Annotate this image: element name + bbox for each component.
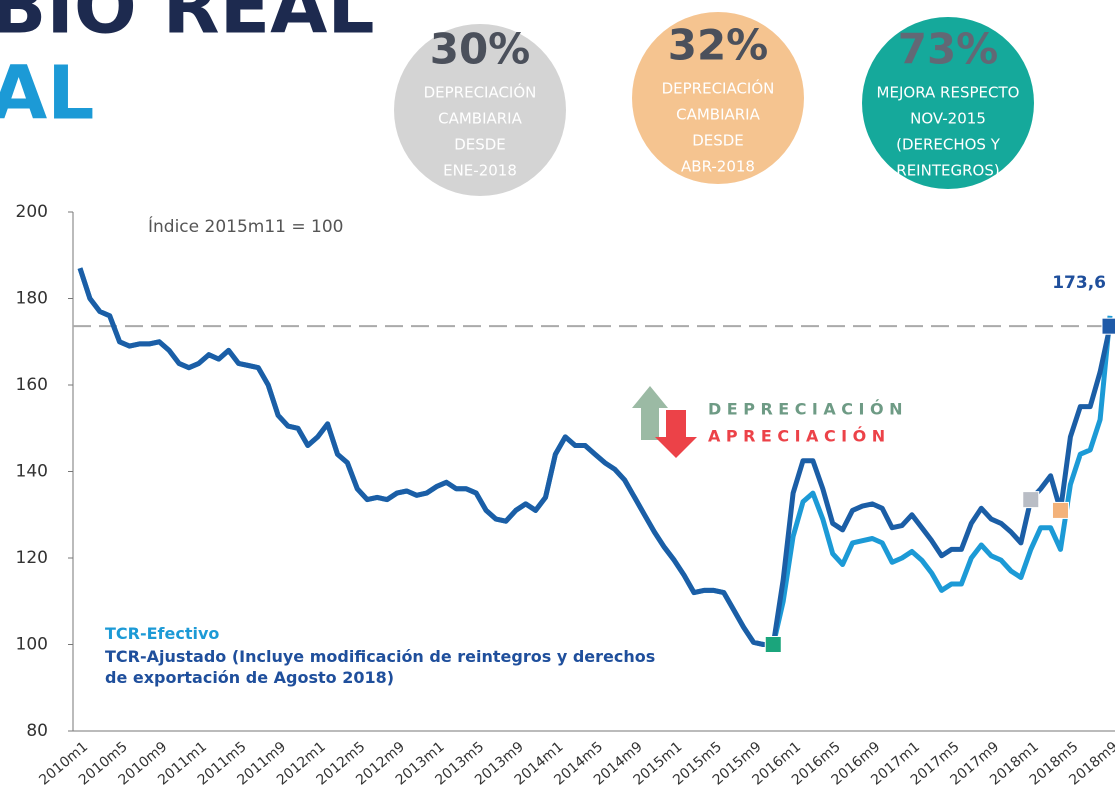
bubble-text: MEJORA RESPECTO — [877, 84, 1020, 102]
bubble — [632, 12, 804, 184]
bubble-percent: 30% — [430, 25, 531, 74]
bubble-text: CAMBIARIA — [438, 110, 522, 128]
bubble-text: ENE-2018 — [443, 162, 517, 180]
legend-entry: TCR-Ajustado (Incluye modificación de re… — [105, 647, 656, 687]
bubble-text: DEPRECIACIÓN — [662, 79, 775, 98]
down-arrow — [655, 410, 697, 458]
up-arrow — [632, 386, 668, 440]
title-line: BIO REAL — [0, 0, 375, 51]
series-line — [77, 267, 1113, 647]
point-marker — [1051, 501, 1069, 519]
y-tick-label: 160 — [16, 375, 48, 395]
y-tick-label: 200 — [16, 202, 48, 222]
bubble-percent: 73% — [898, 25, 999, 74]
y-tick-label: 120 — [16, 548, 48, 568]
bubble — [862, 17, 1034, 189]
bubble-text: DEPRECIACIÓN — [424, 83, 537, 102]
y-tick-label: 140 — [16, 462, 48, 482]
depreciation-label: DEPRECIACIÓN — [708, 400, 908, 419]
title-line: AL — [0, 51, 94, 137]
legend-entry: TCR-Efectivo — [105, 624, 220, 643]
bubble-text: NOV-2015 — [910, 110, 986, 128]
appreciation-label: APRECIACIÓN — [708, 427, 891, 446]
bubble-text: REINTEGROS) — [896, 162, 999, 180]
y-tick-label: 100 — [16, 635, 48, 655]
bubble-percent: 32% — [668, 21, 769, 70]
bubble-text: (DERECHOS Y — [896, 136, 1001, 154]
point-marker — [1022, 491, 1040, 509]
bubble-text: CAMBIARIA — [676, 106, 760, 124]
y-tick-label: 180 — [16, 289, 48, 309]
bubble-text: DESDE — [454, 136, 506, 154]
bubble-text: DESDE — [692, 132, 744, 150]
end-label: 173,6 — [1052, 273, 1106, 293]
point-marker — [1101, 317, 1115, 335]
bubble-text: ABR-2018 — [681, 158, 755, 176]
annotation: Índice 2015m11 = 100 — [148, 215, 343, 237]
bubble — [394, 24, 566, 196]
y-tick-label: 80 — [26, 721, 48, 741]
point-marker — [764, 636, 782, 653]
